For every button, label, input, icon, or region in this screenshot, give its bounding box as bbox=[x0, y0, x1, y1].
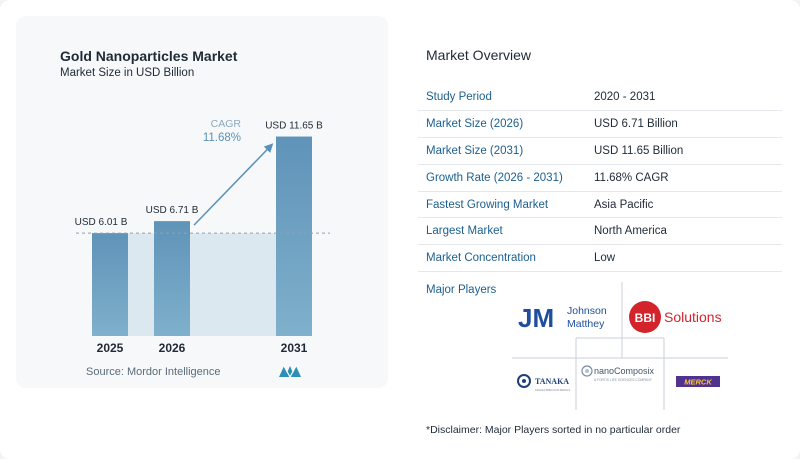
bar-chart: USD 6.01 B USD 6.71 B USD 11.65 B 2025 2026 2… bbox=[75, 118, 330, 355]
overview-row: Study Period 2020 - 2031 bbox=[418, 84, 782, 111]
johnson-matthey-logo: JM Johnson Matthey bbox=[518, 303, 607, 333]
nanocomposix-logo: nanoComposix A FORTIS LIFE SCIENCES COMP… bbox=[581, 365, 655, 382]
data-label-2031: USD 11.65 B bbox=[265, 121, 323, 132]
data-label-2026: USD 6.71 B bbox=[146, 205, 199, 216]
overview-value: 2020 - 2031 bbox=[594, 90, 656, 103]
overview-value: USD 6.71 Billion bbox=[594, 117, 678, 130]
nanocomposix-sub: A FORTIS LIFE SCIENCES COMPANY bbox=[594, 378, 653, 382]
data-label-2025: USD 6.01 B bbox=[75, 217, 128, 228]
overview-key: Study Period bbox=[426, 90, 492, 103]
major-players-section: Major Players JM Johnson Matthey BBI bbox=[418, 274, 782, 426]
overview-row: Market Concentration Low bbox=[418, 245, 782, 273]
tanaka-logo: TANAKA TANAKA PRECIOUS METALS bbox=[517, 374, 570, 392]
chart-title: Gold Nanoparticles Market bbox=[60, 48, 238, 64]
overview-row: Growth Rate (2026 - 2031) 11.68% CAGR bbox=[418, 165, 782, 192]
category-label-2026: 2026 bbox=[159, 341, 186, 355]
nanocomposix-name: nanoComposix bbox=[594, 366, 655, 376]
category-label-2025: 2025 bbox=[97, 341, 124, 355]
overview-key: Growth Rate (2026 - 2031) bbox=[426, 171, 563, 184]
bbi-solutions-logo: BBI Solutions bbox=[629, 301, 722, 333]
overview-value: 11.68% CAGR bbox=[594, 171, 669, 184]
overview-table: Study Period 2020 - 2031 Market Size (202… bbox=[418, 84, 782, 273]
tanaka-name: TANAKA bbox=[535, 377, 569, 386]
overview-title: Market Overview bbox=[426, 47, 532, 63]
bbi-mark: BBI bbox=[635, 311, 656, 325]
disclaimer: *Disclaimer: Major Players sorted in no … bbox=[426, 424, 681, 436]
bar-2025 bbox=[92, 233, 128, 336]
overview-row: Market Size (2031) USD 11.65 Billion bbox=[418, 138, 782, 165]
player-logos: JM Johnson Matthey BBI Solutions TANAKA … bbox=[512, 282, 728, 410]
bar-2031 bbox=[276, 136, 312, 336]
overview-key: Market Concentration bbox=[426, 252, 536, 265]
overview-key: Fastest Growing Market bbox=[426, 198, 549, 211]
jm-line1: Johnson bbox=[567, 305, 607, 317]
overview-row: Fastest Growing Market Asia Pacific bbox=[418, 192, 782, 219]
cagr-arrow bbox=[193, 143, 274, 226]
overview-value: North America bbox=[594, 225, 667, 238]
chart-subtitle: Market Size in USD Billion bbox=[60, 67, 195, 79]
merck-name: MERCK bbox=[684, 378, 712, 387]
overview-value: Asia Pacific bbox=[594, 198, 654, 211]
cagr-label: CAGR bbox=[211, 118, 242, 130]
category-label-2031: 2031 bbox=[281, 341, 308, 355]
bbi-word: Solutions bbox=[664, 309, 722, 325]
overview-row: Largest Market North America bbox=[418, 218, 782, 246]
overview-row: Market Size (2026) USD 6.71 Billion bbox=[418, 111, 782, 138]
cagr-value: 11.68% bbox=[203, 132, 241, 144]
source-note: Source: Mordor Intelligence bbox=[86, 366, 221, 378]
overview-value: Low bbox=[594, 252, 616, 265]
bar-2026 bbox=[154, 221, 190, 336]
mordor-logo-icon bbox=[279, 365, 301, 378]
overview-key: Market Size (2031) bbox=[426, 144, 524, 157]
merck-logo: MERCK bbox=[676, 376, 720, 387]
jm-mark: JM bbox=[518, 303, 554, 333]
tanaka-sub: TANAKA PRECIOUS METALS bbox=[535, 388, 570, 392]
overview-key: Market Size (2026) bbox=[426, 117, 524, 130]
jm-line2: Matthey bbox=[567, 318, 605, 330]
reference-shade bbox=[128, 233, 276, 336]
overview-key: Largest Market bbox=[426, 225, 503, 238]
players-label: Major Players bbox=[426, 284, 497, 296]
overview-value: USD 11.65 Billion bbox=[594, 144, 684, 157]
